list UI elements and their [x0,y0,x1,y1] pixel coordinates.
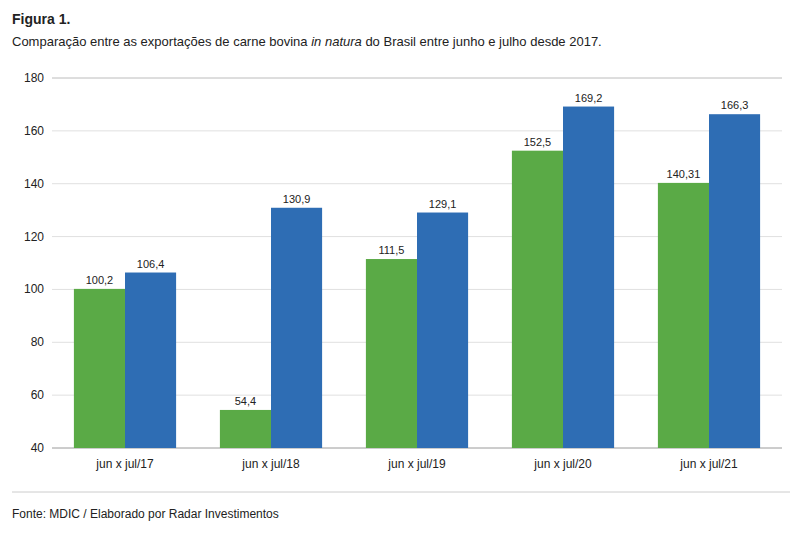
data-label: 140,31 [667,168,701,180]
x-tick-label: jun x jul/18 [241,457,300,471]
y-tick-label: 80 [31,335,45,349]
footer: Fonte: MDIC / Elaborado por Radar Invest… [12,507,279,521]
bars [74,107,760,448]
grid-line [52,78,782,79]
data-label: 111,5 [378,244,404,256]
bar [366,259,417,448]
bar [271,208,322,448]
subtitle-part: in natura [311,34,362,49]
bar [709,114,760,448]
data-label: 166,3 [721,99,749,111]
bar [125,273,176,448]
title: Figura 1. [12,11,70,27]
data-label: 169,2 [575,92,603,104]
bar [512,151,563,448]
chart-svg: Figura 1. Comparação entre as exportações… [0,0,802,545]
x-tick-label: jun x jul/17 [95,457,154,471]
bar [74,289,125,448]
y-tick-label: 160 [24,124,44,138]
data-labels: 100,2 54,4 111,5 152,5 140,31 106,4 130,9 129,1… [86,92,749,407]
chart-container: Figura 1. Comparação entre as exportações… [0,0,802,545]
bar [417,213,468,448]
subtitle-part: Comparação entre as exportações de carne… [12,34,311,49]
subtitle: Comparação entre as exportações de carne… [12,34,602,49]
bar [563,107,614,448]
bar [658,183,709,448]
x-tick-label: jun x jul/20 [533,457,592,471]
separator [12,492,790,493]
y-tick-label: 140 [24,177,44,191]
data-label: 152,5 [524,136,552,148]
x-tick-label: jun x jul/19 [387,457,446,471]
y-tick-label: 40 [31,441,45,455]
data-label: 129,1 [429,198,457,210]
grid [52,78,782,448]
y-tick-label: 180 [24,71,44,85]
bar [220,410,271,448]
grid-line [52,130,782,131]
y-tick-label: 100 [24,282,44,296]
y-tick-label: 60 [31,388,45,402]
data-label: 54,4 [235,395,256,407]
top-axis-line [52,78,782,79]
x-tick-label: jun x jul/21 [679,457,738,471]
data-label: 130,9 [283,193,311,205]
background [0,0,802,545]
subtitle-part: do Brasil entre junho e julho desde 2017… [362,34,602,49]
data-label: 106,4 [137,258,165,270]
data-label: 100,2 [86,274,114,286]
y-tick-label: 120 [24,230,44,244]
